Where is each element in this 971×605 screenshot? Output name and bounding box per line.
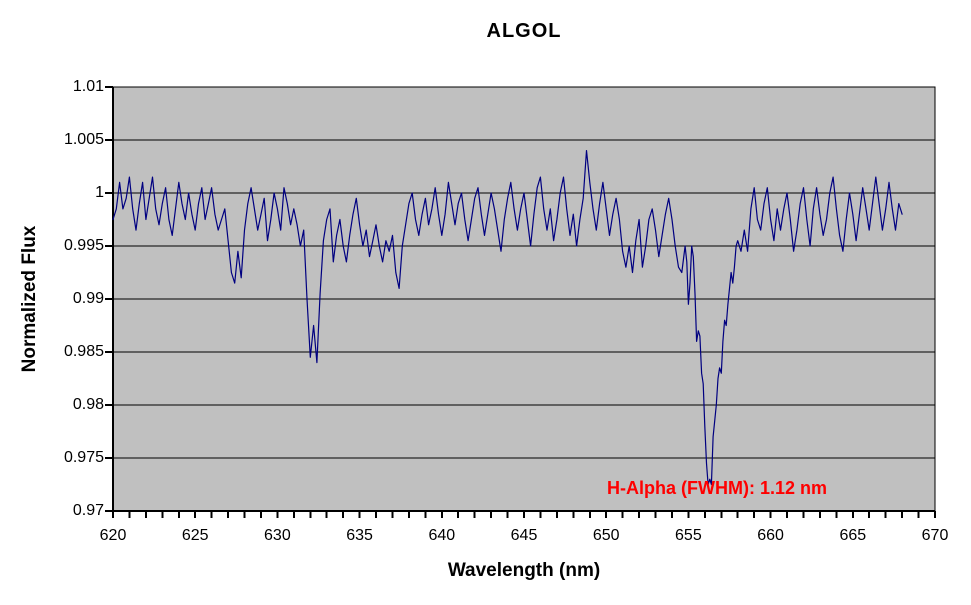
y-tick-label: 0.985 [63,343,104,360]
x-tick-label: 645 [510,527,538,544]
x-tick-label: 640 [428,527,456,544]
x-tick-label: 655 [675,527,702,544]
x-tick-label: 670 [921,527,949,544]
x-tick-label: 625 [181,527,209,544]
y-tick-label: 1.01 [72,78,104,95]
x-axis-title: Wavelength (nm) [447,560,601,581]
x-tick-label: 630 [264,527,291,544]
y-tick-label: 0.98 [72,396,104,413]
y-tick-label: 0.97 [72,502,104,519]
y-tick-label: 1.005 [63,131,104,148]
x-tick-label: 660 [757,527,784,544]
x-tick-label: 620 [99,527,127,544]
y-tick-label: 1 [95,184,104,201]
y-tick-label: 0.99 [72,290,104,307]
x-tick-label: 665 [839,527,867,544]
x-tick-label: 650 [592,527,620,544]
x-tick-label: 635 [346,527,373,544]
h-alpha-annotation: H-Alpha (FWHM): 1.12 nm [607,478,827,498]
chart-title: ALGOL [486,20,562,42]
y-tick-label: 0.995 [63,237,104,254]
spectrum-line [112,150,903,486]
y-tick-label: 0.975 [63,449,104,466]
